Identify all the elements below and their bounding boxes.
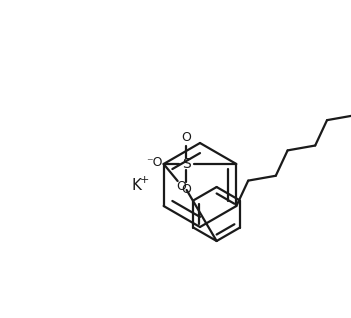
Text: O: O <box>177 179 187 192</box>
Text: +: + <box>140 175 149 185</box>
Text: ⁻O: ⁻O <box>146 156 163 169</box>
Text: S: S <box>182 157 191 171</box>
Text: O: O <box>181 132 191 144</box>
Text: K: K <box>131 178 141 193</box>
Text: O: O <box>181 183 191 197</box>
